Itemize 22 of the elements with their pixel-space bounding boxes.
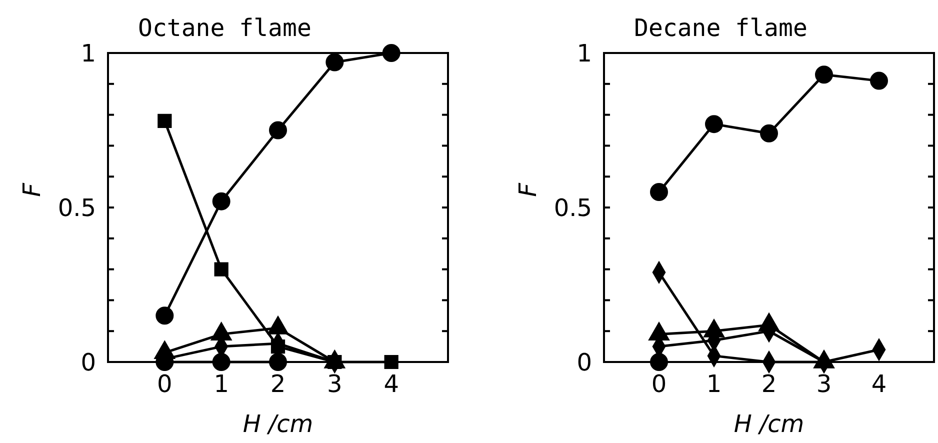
y-axis-title: F: [18, 182, 46, 197]
x-axis-title: H /cm: [734, 410, 804, 438]
y-tick-label: 0.5: [554, 194, 592, 222]
y-tick-label: 1: [576, 39, 592, 68]
x-tick-label: 0: [157, 370, 172, 398]
chart-title: Decane flame: [634, 14, 808, 42]
x-axis-title: H /cm: [242, 410, 314, 438]
x-tick-label: 0: [651, 370, 667, 398]
x-tick-label: 4: [871, 370, 887, 398]
x-tick-label: 3: [816, 370, 832, 398]
x-tick-label: 2: [761, 370, 777, 398]
y-tick-label: 1: [80, 39, 96, 68]
x-tick-label: 1: [214, 370, 229, 398]
x-tick-label: 1: [706, 370, 722, 398]
x-tick-label: 2: [270, 370, 286, 398]
x-tick-label: 4: [384, 370, 399, 398]
y-axis-title: F: [514, 182, 542, 197]
chart-title: Octane flame: [138, 14, 312, 42]
y-tick-label: 0: [80, 348, 96, 376]
y-tick-label: 0.5: [58, 194, 96, 222]
y-tick-label: 0: [576, 348, 592, 376]
x-tick-label: 3: [327, 370, 342, 398]
